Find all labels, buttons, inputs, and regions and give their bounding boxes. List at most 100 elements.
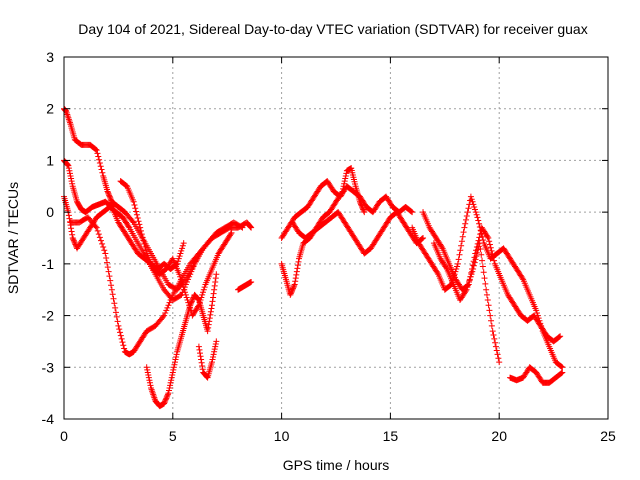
data-point (459, 233, 466, 240)
series-1 (61, 105, 255, 293)
data-point (104, 188, 111, 195)
data-point (177, 273, 184, 280)
data-point (359, 205, 366, 212)
data-point (195, 343, 202, 350)
data-point (484, 297, 491, 304)
data-point (211, 348, 218, 355)
data-point (146, 377, 153, 384)
data-point (105, 189, 112, 196)
data-point (207, 311, 214, 318)
data-point (453, 266, 460, 273)
data-point (99, 240, 106, 247)
data-point (360, 206, 367, 213)
data-point (471, 259, 478, 266)
data-point (464, 209, 471, 216)
data-point (140, 237, 147, 244)
data-point (288, 288, 295, 295)
data-point (188, 268, 195, 275)
data-point (213, 338, 220, 345)
data-point (168, 294, 175, 301)
data-point (469, 268, 476, 275)
data-point (179, 245, 186, 252)
data-point (471, 203, 478, 210)
data-point (419, 235, 426, 242)
x-axis-ticks: 0 5 10 15 20 25 (60, 57, 616, 444)
grid-lines (64, 57, 608, 419)
data-point (172, 356, 179, 363)
data-point (108, 286, 115, 293)
data-point (138, 231, 145, 238)
data-point (295, 258, 302, 265)
data-point (212, 278, 219, 285)
data-point (94, 150, 101, 157)
data-point (109, 291, 116, 298)
data-point (475, 237, 482, 244)
data-point (470, 266, 477, 273)
data-point (361, 209, 368, 216)
data-point (205, 321, 212, 328)
data-point (288, 289, 295, 296)
data-point (99, 169, 106, 176)
data-point (559, 364, 566, 371)
data-point (338, 189, 345, 196)
data-point (180, 284, 187, 291)
data-point (163, 394, 170, 401)
data-point (143, 364, 150, 371)
data-point (64, 161, 71, 168)
data-point (165, 387, 172, 394)
data-point (113, 313, 120, 320)
data-point (171, 359, 178, 366)
data-point (108, 282, 115, 289)
data-point (207, 308, 214, 315)
data-point (180, 240, 187, 247)
data-point (208, 359, 215, 366)
data-point (204, 328, 211, 335)
data-point (485, 235, 492, 241)
data-point (164, 392, 171, 399)
data-point (495, 355, 502, 362)
data-point (200, 286, 207, 293)
data-point (97, 237, 104, 244)
data-point (106, 193, 113, 200)
data-point (110, 295, 117, 302)
data-point (167, 382, 174, 389)
data-point (205, 324, 212, 331)
data-point (287, 291, 294, 298)
data-point (534, 309, 541, 316)
data-point (489, 251, 496, 258)
data-point (486, 307, 493, 314)
data-point (133, 211, 140, 218)
data-point (145, 372, 152, 379)
data-point (69, 235, 76, 241)
data-point (486, 238, 493, 245)
data-point (182, 289, 189, 296)
data-point (211, 346, 218, 353)
data-point (168, 374, 175, 381)
data-point (199, 362, 206, 369)
data-point (343, 170, 350, 177)
data-point (492, 343, 499, 350)
data-point (488, 317, 495, 324)
data-point (182, 291, 189, 298)
data-point (174, 258, 181, 265)
series-12 (409, 193, 566, 371)
data-point (408, 208, 415, 215)
data-point (470, 201, 477, 208)
series-15 (507, 364, 566, 386)
data-point (66, 215, 73, 222)
data-point (171, 361, 178, 368)
data-point (68, 225, 75, 232)
data-point (187, 300, 194, 307)
data-point (340, 183, 347, 190)
series-6 (143, 271, 220, 410)
data-point (238, 224, 245, 231)
data-point (292, 278, 299, 285)
data-point (166, 299, 173, 306)
data-point (96, 156, 103, 163)
data-point (94, 227, 101, 234)
data-point (486, 241, 493, 248)
data-point (358, 201, 365, 208)
y-tick-label: 1 (46, 152, 54, 168)
data-point (66, 170, 73, 177)
data-point (467, 273, 474, 280)
